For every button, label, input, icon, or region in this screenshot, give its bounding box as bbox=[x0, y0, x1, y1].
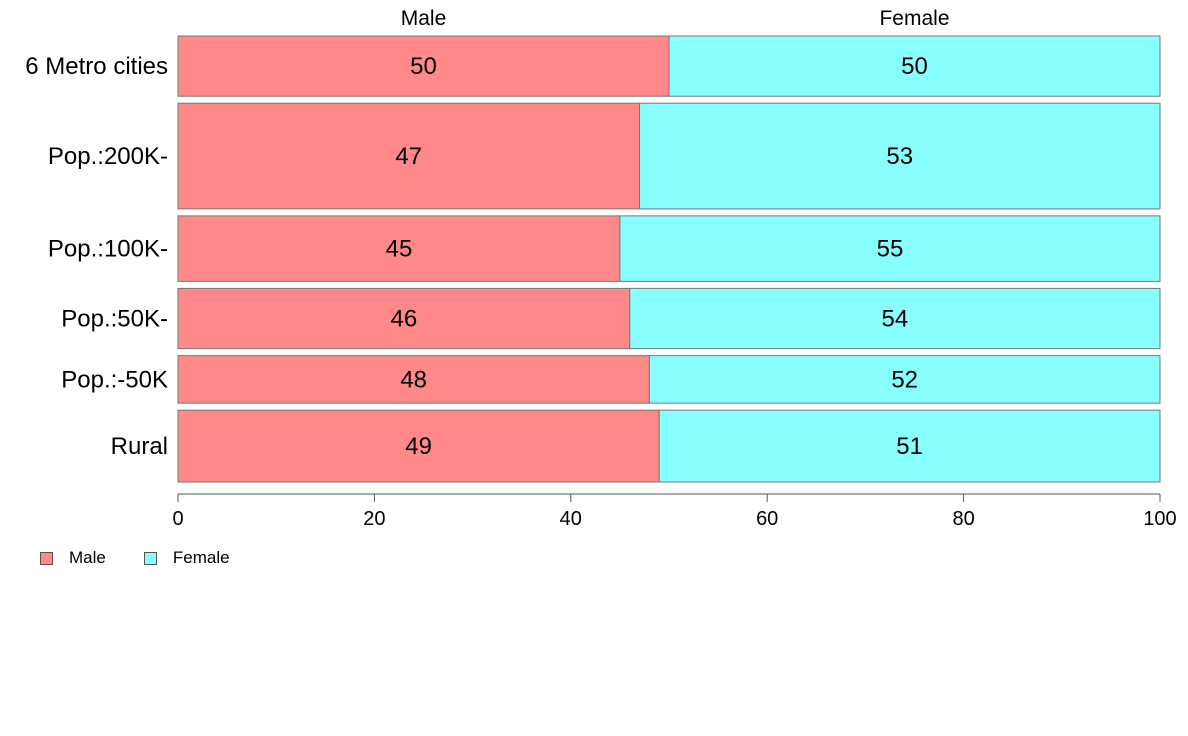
category-label: Pop.:200K- bbox=[48, 143, 168, 170]
top-labels: Male Female bbox=[401, 7, 950, 30]
bars: 50 50 47 53 45 55 46 54 48 52 49 51 bbox=[177, 35, 1161, 483]
legend: Male Female bbox=[40, 548, 268, 568]
legend-label-male: Male bbox=[69, 548, 106, 567]
x-tick-label: 40 bbox=[560, 508, 582, 530]
legend-swatch-male bbox=[40, 551, 53, 565]
value-label-female-3: 54 bbox=[882, 305, 909, 332]
value-label-female-2: 55 bbox=[877, 236, 904, 263]
value-label-male-4: 48 bbox=[400, 366, 427, 393]
bar-male-0 bbox=[177, 35, 670, 97]
bar-female-0 bbox=[668, 35, 1161, 97]
category-label: 6 Metro cities bbox=[25, 53, 168, 80]
category-labels: 6 Metro cities Pop.:200K- Pop.:100K- Pop.:5… bbox=[25, 53, 168, 460]
top-label-male: Male bbox=[401, 7, 447, 30]
bar-male-1 bbox=[177, 102, 641, 210]
legend-item-male: Male bbox=[40, 548, 106, 568]
x-axis: 0 20 40 60 80 100 bbox=[172, 493, 1177, 530]
value-label-male-0: 50 bbox=[410, 53, 437, 80]
value-label-female-0: 50 bbox=[901, 53, 928, 80]
value-label-male-5: 49 bbox=[405, 433, 432, 460]
bar-male-3 bbox=[177, 287, 631, 350]
top-label-female: Female bbox=[879, 7, 949, 30]
x-tick-label: 20 bbox=[363, 508, 385, 530]
legend-item-female: Female bbox=[143, 548, 230, 568]
bar-female-4 bbox=[648, 355, 1161, 404]
value-label-male-1: 47 bbox=[395, 143, 422, 170]
bar-male-4 bbox=[177, 355, 650, 404]
value-label-female-4: 52 bbox=[891, 366, 918, 393]
bar-female-3 bbox=[629, 287, 1161, 350]
category-label: Pop.:100K- bbox=[48, 236, 168, 263]
bar-female-1 bbox=[639, 102, 1161, 210]
value-label-female-5: 51 bbox=[896, 433, 923, 460]
bar-female-2 bbox=[619, 215, 1161, 282]
x-tick-label: 100 bbox=[1143, 508, 1176, 530]
x-tick-label: 80 bbox=[952, 508, 974, 530]
value-label-female-1: 53 bbox=[886, 143, 913, 170]
value-label-male-3: 46 bbox=[391, 305, 418, 332]
bar-female-5 bbox=[658, 409, 1161, 483]
x-tick-label: 0 bbox=[172, 508, 183, 530]
legend-label-female: Female bbox=[172, 548, 230, 567]
category-label: Pop.:-50K bbox=[61, 366, 168, 393]
x-tick-label: 60 bbox=[756, 508, 778, 530]
category-label: Rural bbox=[111, 433, 168, 460]
bar-male-2 bbox=[177, 215, 621, 282]
legend-swatch-female bbox=[143, 551, 157, 565]
category-label: Pop.:50K- bbox=[61, 305, 168, 332]
value-label-male-2: 45 bbox=[386, 236, 413, 263]
